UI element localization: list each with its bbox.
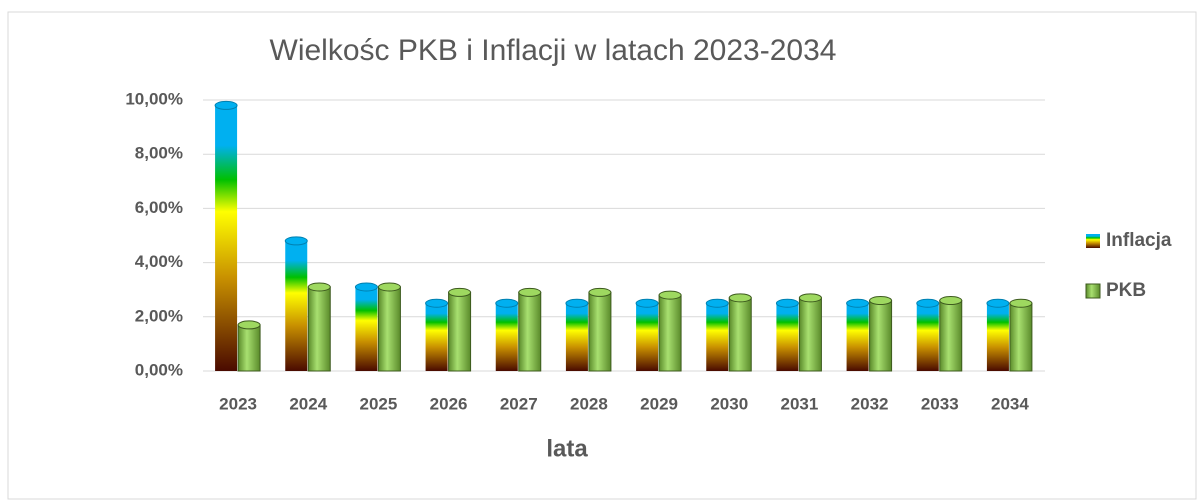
bar-top <box>518 287 542 297</box>
chart-title: Wielkośc PKB i Inflacji w latach 2023-20… <box>270 34 837 67</box>
x-tick-label: 2029 <box>640 394 678 413</box>
bar-top <box>1009 298 1033 308</box>
bar <box>706 303 729 371</box>
x-tick-label: 2025 <box>360 394 398 413</box>
bar <box>869 300 893 372</box>
bar-top <box>869 296 893 306</box>
bar <box>448 291 472 372</box>
x-tick-label: 2026 <box>430 394 468 413</box>
bar <box>495 303 518 371</box>
bar <box>425 303 448 371</box>
bar <box>237 324 261 372</box>
bar-top <box>425 298 449 308</box>
bar-top <box>986 298 1010 308</box>
x-tick-label: 2028 <box>570 394 608 413</box>
legend-swatch <box>1085 283 1101 299</box>
chart-frame <box>7 11 1197 500</box>
y-tick-label: 4,00% <box>135 252 183 271</box>
bar <box>986 303 1009 371</box>
bar-top <box>377 282 401 292</box>
x-tick-label: 2034 <box>991 394 1029 413</box>
bar <box>728 297 752 372</box>
bar <box>1009 302 1033 372</box>
y-tick-label: 10,00% <box>125 89 183 108</box>
bar-top <box>705 298 729 308</box>
bar <box>776 303 799 371</box>
bar-top <box>495 298 519 308</box>
x-tick-label: 2024 <box>289 394 327 413</box>
y-tick-label: 6,00% <box>135 198 183 217</box>
bar <box>285 240 308 371</box>
bar <box>565 303 588 371</box>
bar-top <box>916 298 940 308</box>
x-tick-label: 2030 <box>710 394 748 413</box>
bar-top <box>284 236 308 246</box>
bar-top <box>846 298 870 308</box>
bar <box>846 303 869 371</box>
bar <box>916 303 939 371</box>
bar-top <box>354 282 378 292</box>
y-tick-label: 2,00% <box>135 306 183 325</box>
bar <box>636 303 659 371</box>
x-tick-label: 2032 <box>851 394 889 413</box>
bar <box>518 291 542 372</box>
bar-top <box>635 298 659 308</box>
bar <box>939 300 963 372</box>
bar-top <box>658 290 682 300</box>
x-tick-label: 2033 <box>921 394 959 413</box>
bar-top <box>214 100 238 110</box>
bar <box>798 297 822 372</box>
bar-top <box>798 293 822 303</box>
y-tick-label: 8,00% <box>135 144 183 163</box>
x-tick-label: 2023 <box>219 394 257 413</box>
bar-top <box>588 287 612 297</box>
bar <box>355 286 378 371</box>
bar-top <box>775 298 799 308</box>
bar <box>307 286 331 372</box>
x-axis-label: lata <box>546 435 588 462</box>
bar-top <box>565 298 589 308</box>
legend-label: PKB <box>1106 280 1146 301</box>
bar-top <box>939 296 963 306</box>
bar <box>215 105 238 372</box>
bar <box>377 286 401 372</box>
bar <box>658 294 682 372</box>
bar-top <box>237 320 261 330</box>
y-tick-label: 0,00% <box>135 360 183 379</box>
bar-top <box>307 282 331 292</box>
bar <box>588 291 612 372</box>
bar-top <box>448 287 472 297</box>
bar-top <box>728 293 752 303</box>
x-tick-label: 2027 <box>500 394 538 413</box>
x-tick-label: 2031 <box>781 394 819 413</box>
legend-swatch <box>1086 234 1100 248</box>
legend-label: Inflacja <box>1106 230 1172 251</box>
